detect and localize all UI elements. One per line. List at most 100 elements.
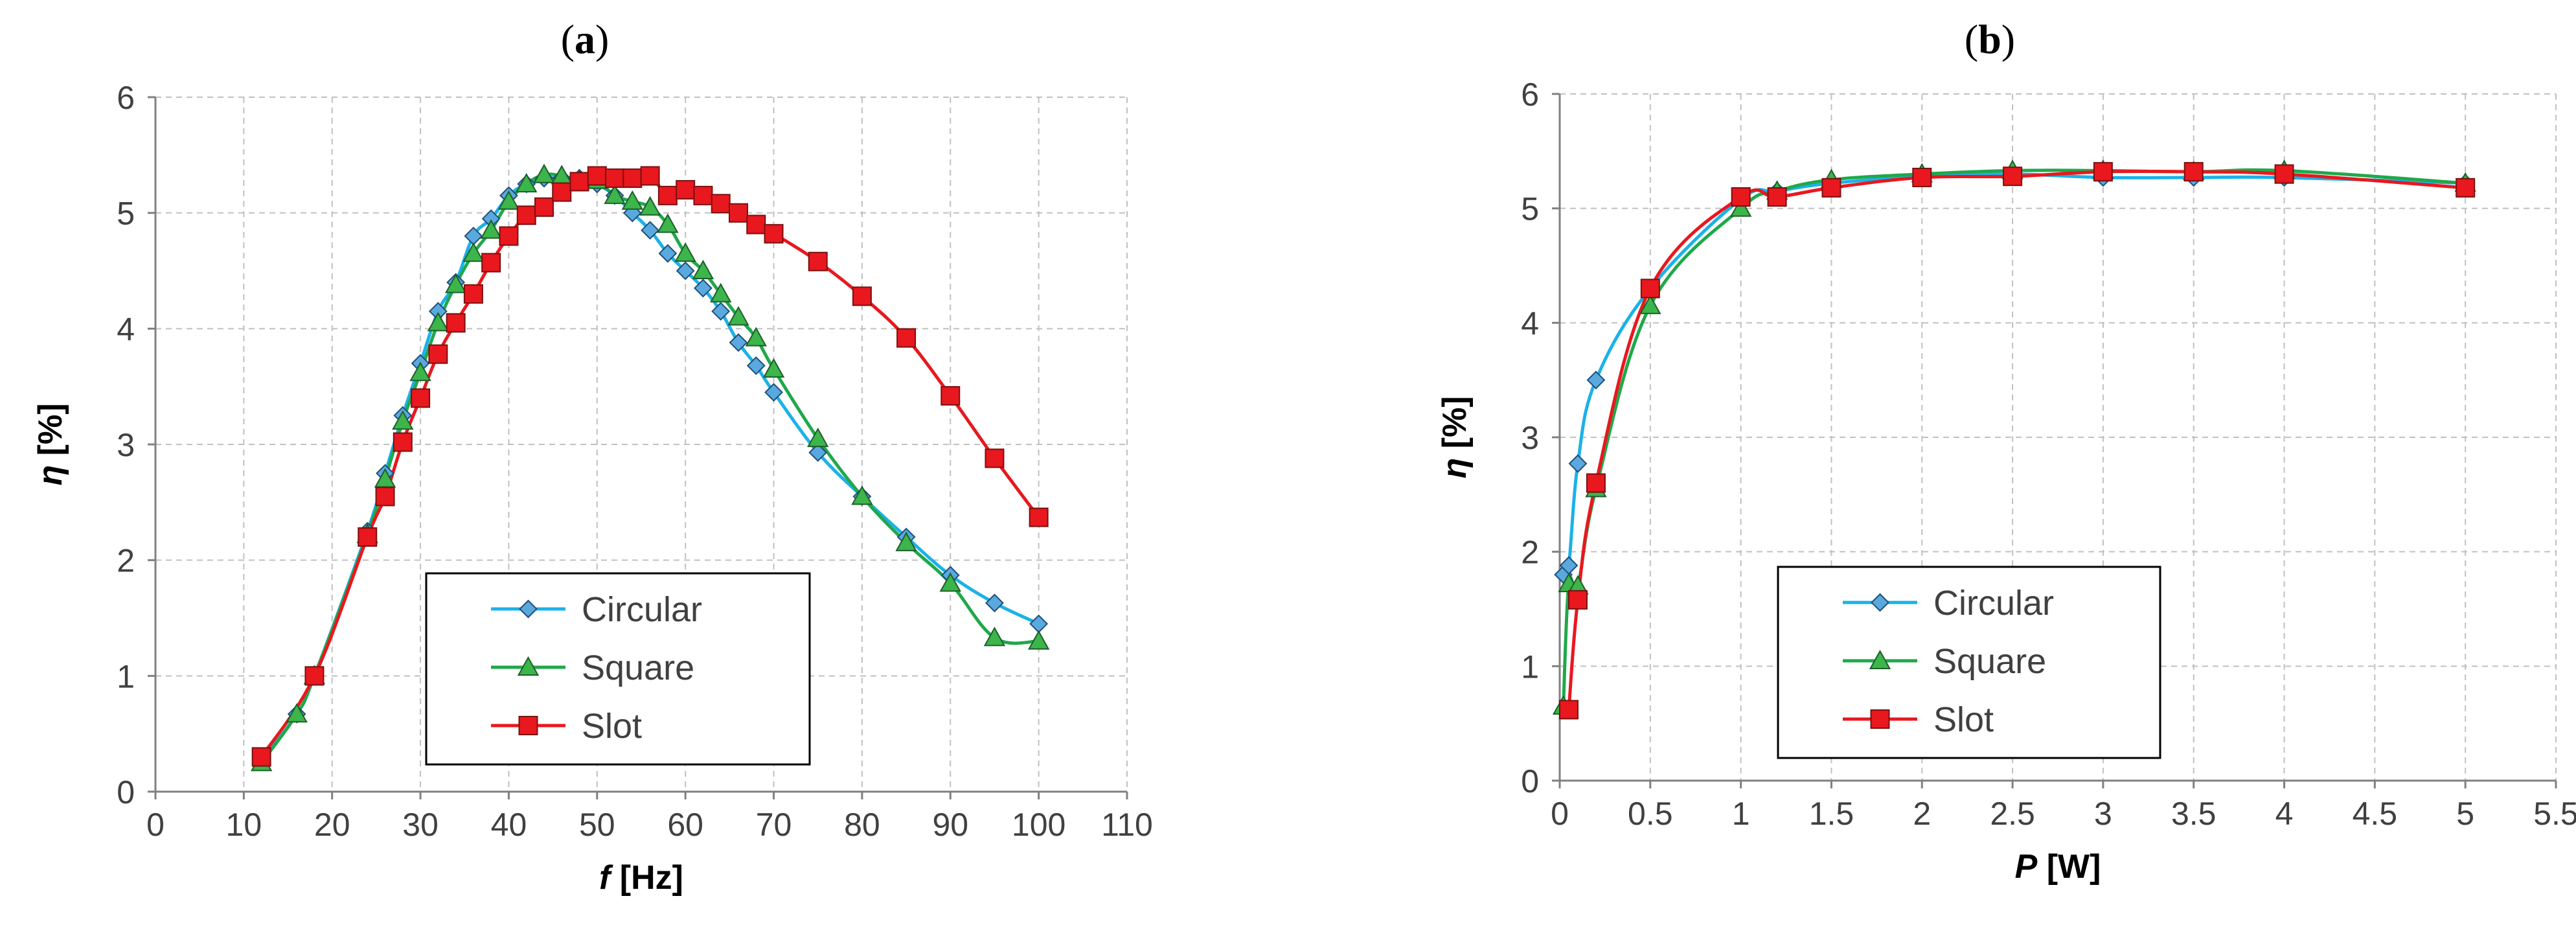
p1-data-point-square (895, 531, 917, 551)
p2-data-point-slot (1912, 167, 1932, 187)
p1-x-tick-label: 0 (146, 807, 165, 843)
p1-data-point-square (1027, 630, 1050, 650)
p2-data-point-slot (1640, 279, 1660, 299)
panel-b-chart: (b) 0 0.5 1 1.5 2 2.5 3 3.5 4 4.5 5 5.5 0 1 2 3 4 5 6 P [W]… (1436, 16, 2576, 886)
p1-data-point-slot (896, 328, 917, 348)
p2-y-tick-label: 2 (1521, 534, 1539, 571)
p1-data-point-slot (569, 172, 589, 192)
p1-y-tick-label: 0 (117, 774, 135, 810)
p1-data-point-slot (534, 197, 554, 217)
p1-grid (155, 97, 1128, 792)
p1-data-point-circular (711, 302, 731, 321)
p1-data-point-circular (808, 443, 828, 462)
p1-data-point-slot (746, 214, 766, 235)
p1-data-point-slot (764, 224, 784, 244)
p1-legend-label-slot: Slot (582, 707, 642, 746)
p1-data-point-square (762, 358, 785, 378)
p1-x-tick-label: 20 (314, 807, 350, 843)
p1-data-point-circular (729, 333, 748, 352)
p1-x-axis-unit: [Hz] (610, 859, 683, 897)
p1-data-point-slot (552, 182, 572, 202)
p2-data-point-square (1729, 197, 1752, 217)
p1-data-point-square (516, 172, 538, 192)
p2-legend-label-slot: Slot (1933, 700, 1994, 739)
p1-data-point-slot (375, 487, 395, 507)
p2-legend-marker-circular (1871, 593, 1889, 612)
p1-data-point-square (462, 242, 484, 262)
p1-data-point-circular (985, 593, 1004, 613)
p2-x-axis-unit: [W] (2037, 848, 2101, 886)
p1-y-tick-label: 2 (117, 543, 135, 579)
p1-data-point-slot (411, 388, 431, 408)
p2-data-point-slot (1731, 187, 1751, 207)
p1-y-axis-var: η (32, 465, 69, 486)
p1-data-point-slot (940, 385, 961, 406)
p1-data-point-circular (658, 244, 678, 263)
p1-data-point-slot (358, 527, 378, 547)
p1-x-tick-label: 100 (1012, 807, 1066, 843)
p1-data-point-circular (764, 383, 783, 402)
p1-data-point-slot (481, 253, 501, 273)
p2-x-tick-label: 2.5 (1990, 796, 2035, 832)
p1-data-point-slot (393, 432, 413, 452)
p1-y-tick-label: 6 (117, 80, 135, 116)
p2-data-point-slot (2274, 164, 2294, 184)
p2-legend-label-square: Square (1933, 642, 2046, 681)
p1-x-axis-label: f [Hz] (599, 859, 683, 897)
p1-data-point-slot (1029, 507, 1049, 527)
p1-data-point-slot (499, 226, 519, 246)
p1-series-markers-slot (251, 166, 1049, 767)
p2-y-tick-label: 5 (1521, 191, 1539, 227)
p2-data-point-slot (1767, 187, 1787, 207)
p2-x-tick-label: 0.5 (1628, 796, 1673, 832)
p1-x-tick-label: 50 (579, 807, 615, 843)
p1-legend-marker-circular (519, 599, 538, 619)
p1-data-point-square (392, 410, 414, 430)
p1-legend: Circular Square Slot (425, 572, 811, 766)
p1-data-point-circular (1029, 614, 1049, 634)
p1-data-point-circular (746, 356, 766, 375)
p1-data-point-square (657, 213, 679, 233)
p1-data-point-slot (605, 168, 625, 189)
p2-y-tick-label: 0 (1521, 763, 1539, 799)
p1-data-point-slot (676, 179, 696, 200)
p2-data-point-slot (2183, 162, 2204, 182)
p1-x-tick-label: 90 (932, 807, 968, 843)
p2-series-markers-slot (1558, 162, 2476, 720)
p1-data-point-square (497, 190, 520, 210)
p1-data-point-slot (622, 168, 643, 189)
panel-a-title: (a) (561, 16, 610, 62)
p2-x-tick-label: 4.5 (2353, 796, 2398, 832)
p2-data-point-slot (2093, 162, 2113, 182)
p2-data-point-slot (2456, 178, 2476, 198)
p1-x-tick-label: 30 (402, 807, 439, 843)
p2-x-axis-label: P [W] (2015, 848, 2101, 886)
p1-legend-marker-slot (518, 716, 538, 735)
p1-legend-box (425, 572, 811, 766)
p1-x-axis-var: f (599, 859, 613, 897)
p1-x-tick-label: 70 (756, 807, 792, 843)
p1-legend-marker-square (517, 656, 540, 676)
p1-data-point-slot (852, 286, 872, 306)
p1-data-point-square (639, 196, 661, 216)
p1-data-point-square (444, 273, 467, 293)
p2-data-point-slot (2003, 166, 2023, 187)
p1-data-point-circular (694, 279, 712, 298)
p2-x-tick-label: 0 (1551, 796, 1569, 832)
p2-x-axis-var: P (2015, 848, 2038, 886)
p1-x-tick-label: 80 (844, 807, 880, 843)
p1-data-point-square (674, 242, 696, 262)
p1-y-tick-label: 5 (117, 196, 135, 232)
p2-x-tick-label: 5 (2456, 796, 2474, 832)
p2-data-point-square (1639, 294, 1661, 314)
p1-data-point-slot (640, 166, 660, 186)
p1-data-point-square (286, 703, 308, 723)
p1-data-point-square (939, 572, 961, 592)
p1-data-point-circular (641, 221, 660, 240)
p2-x-tick-label: 1.5 (1809, 796, 1854, 832)
p1-data-point-square (692, 259, 714, 279)
p2-data-point-circular (1568, 454, 1588, 474)
p2-y-axis-unit: [%] (1436, 396, 1474, 457)
p2-data-point-circular (1586, 371, 1606, 390)
